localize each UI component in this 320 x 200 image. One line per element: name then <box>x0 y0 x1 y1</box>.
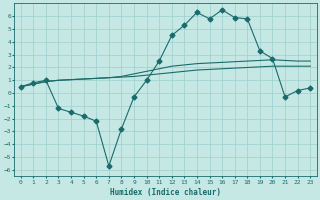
X-axis label: Humidex (Indice chaleur): Humidex (Indice chaleur) <box>110 188 221 197</box>
